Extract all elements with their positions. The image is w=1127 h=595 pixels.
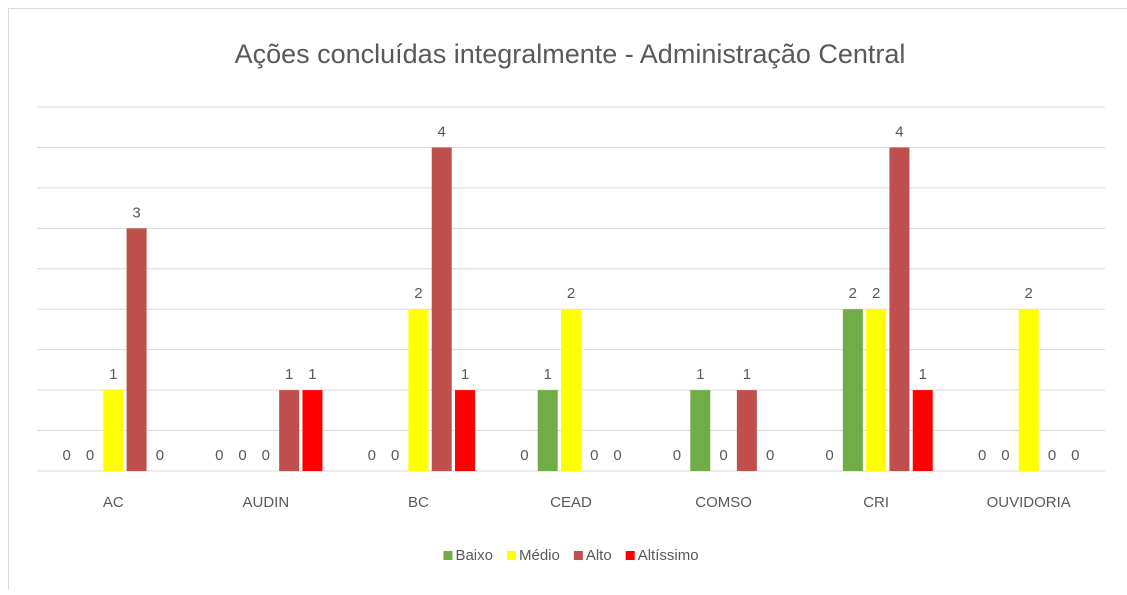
legend-label: Altíssimo: [638, 547, 699, 564]
legend-swatch: [507, 551, 516, 560]
bar: [127, 228, 147, 471]
legend-swatch: [574, 551, 583, 560]
x-tick-label: AC: [103, 494, 124, 511]
bar: [408, 309, 428, 471]
data-label: 1: [461, 366, 469, 383]
data-label: 1: [743, 366, 751, 383]
data-label: 1: [919, 366, 927, 383]
data-label: 4: [895, 123, 903, 140]
data-label: 0: [238, 447, 246, 464]
bar: [103, 390, 123, 471]
x-tick-label: AUDIN: [243, 494, 290, 511]
data-label: 0: [766, 447, 774, 464]
data-label: 1: [109, 366, 117, 383]
data-label: 0: [825, 447, 833, 464]
legend-label: Baixo: [455, 547, 493, 564]
data-label: 0: [1048, 447, 1056, 464]
bar: [279, 390, 299, 471]
data-label: 2: [1025, 285, 1033, 302]
legend-swatch: [626, 551, 635, 560]
legend-label: Alto: [586, 547, 612, 564]
data-label: 0: [391, 447, 399, 464]
data-label: 0: [520, 447, 528, 464]
bar: [561, 309, 581, 471]
bar: [690, 390, 710, 471]
bar: [432, 147, 452, 471]
bar: [737, 390, 757, 471]
legend-label: Médio: [519, 547, 560, 564]
data-label: 1: [696, 366, 704, 383]
data-label: 0: [63, 447, 71, 464]
bar: [455, 390, 475, 471]
data-label: 0: [613, 447, 621, 464]
data-label: 0: [215, 447, 223, 464]
data-label: 1: [308, 366, 316, 383]
bar: [913, 390, 933, 471]
data-label: 0: [978, 447, 986, 464]
data-label: 0: [368, 447, 376, 464]
data-label: 0: [86, 447, 94, 464]
data-label: 1: [544, 366, 552, 383]
x-tick-label: OUVIDORIA: [987, 494, 1071, 511]
data-label: 2: [414, 285, 422, 302]
bar: [866, 309, 886, 471]
data-label: 0: [156, 447, 164, 464]
x-tick-label: BC: [408, 494, 429, 511]
data-label: 3: [132, 204, 140, 221]
data-label: 0: [719, 447, 727, 464]
data-label: 1: [285, 366, 293, 383]
data-label: 0: [1071, 447, 1079, 464]
bar: [302, 390, 322, 471]
bar: [538, 390, 558, 471]
data-label: 4: [438, 123, 446, 140]
chart-title: Ações concluídas integralmente - Adminis…: [235, 39, 906, 69]
bar: [889, 147, 909, 471]
data-label: 2: [849, 285, 857, 302]
x-tick-label: CEAD: [550, 494, 592, 511]
bar: [1019, 309, 1039, 471]
legend-swatch: [443, 551, 452, 560]
data-label: 0: [1001, 447, 1009, 464]
data-label: 2: [872, 285, 880, 302]
x-tick-label: COMSO: [695, 494, 752, 511]
data-label: 0: [673, 447, 681, 464]
data-label: 0: [590, 447, 598, 464]
data-label: 0: [262, 447, 270, 464]
x-tick-label: CRI: [863, 494, 889, 511]
bar: [843, 309, 863, 471]
data-label: 2: [567, 285, 575, 302]
